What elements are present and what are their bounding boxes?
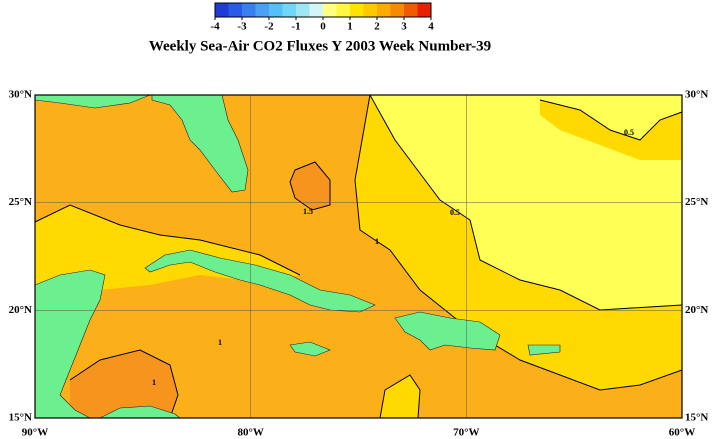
colorbar-cell [309,3,324,17]
colorbar-cell [242,3,256,17]
colorbar-cell [228,3,243,17]
colorbar-cell [323,3,337,17]
colorbar-cell [282,3,297,17]
lon-tick-label: 90°W [22,427,48,439]
contour [539,99,683,141]
lon-tick-label: 70°W [453,427,479,439]
colorbar-cell [350,3,364,17]
contour-label: 1 [218,338,222,347]
contour-label: 0.5 [624,128,634,137]
colorbar-cell [269,3,283,17]
contour [379,374,421,419]
colorbar-cell [296,3,310,17]
contour-label: 1 [375,237,379,246]
colorbar-tick-label: -2 [264,21,274,33]
colorbar-tick-label: -4 [210,21,220,33]
colorbar-tick-label: 3 [401,21,407,33]
colorbar-tick-label: 0 [320,21,326,33]
colorbar-cell [363,3,378,17]
colorbar-tick-label: 4 [428,21,434,33]
land [394,311,501,351]
contour [69,349,179,419]
colorbar-cell [215,3,229,17]
lat-tick-label: 25°N [685,196,708,208]
land [144,249,376,313]
lat-tick-label: 20°N [685,304,708,316]
colorbar-tick-label: -1 [291,21,300,33]
land [527,344,561,356]
colorbar-cell [255,3,270,17]
contour [34,204,301,276]
lon-tick-label: 80°W [237,427,263,439]
colorbar-cell [336,3,351,17]
contour [289,161,331,211]
colorbar-tick-label: -3 [237,21,247,33]
colorbar-cell [377,3,391,17]
colorbar-cell [417,3,432,17]
lat-tick-label: 30°N [9,89,32,101]
land [289,341,331,357]
land [151,94,249,193]
lat-tick-label: 15°N [9,412,32,424]
colorbar: -4 -3 -2 -1 0 1 2 3 4 [210,2,434,33]
lat-tick-label: 30°N [685,89,708,101]
contour-label: 1 [152,378,156,387]
colorbar-tick-label: 1 [347,21,353,33]
map: 0.5 0.5 1.5 1 1 1 [34,94,683,419]
contour-label: 1.5 [303,207,313,216]
colorbar-cell [390,3,405,17]
colorbar-cell [404,3,418,17]
flux-zone [70,350,178,418]
lat-tick-label: 20°N [9,304,32,316]
map-frame [34,94,683,419]
title: Weekly Sea-Air CO2 Fluxes Y 2003 Week Nu… [149,38,491,54]
lon-tick-label: 60°W [669,427,695,439]
flux-zone [540,100,682,160]
colorbar-tick-label: 2 [374,21,380,33]
contour-label: 0.5 [450,208,460,217]
lat-tick-label: 25°N [9,196,32,208]
flux-zone [380,375,420,418]
contour [369,94,683,311]
flux-zone [290,162,330,210]
lat-tick-label: 15°N [685,412,708,424]
